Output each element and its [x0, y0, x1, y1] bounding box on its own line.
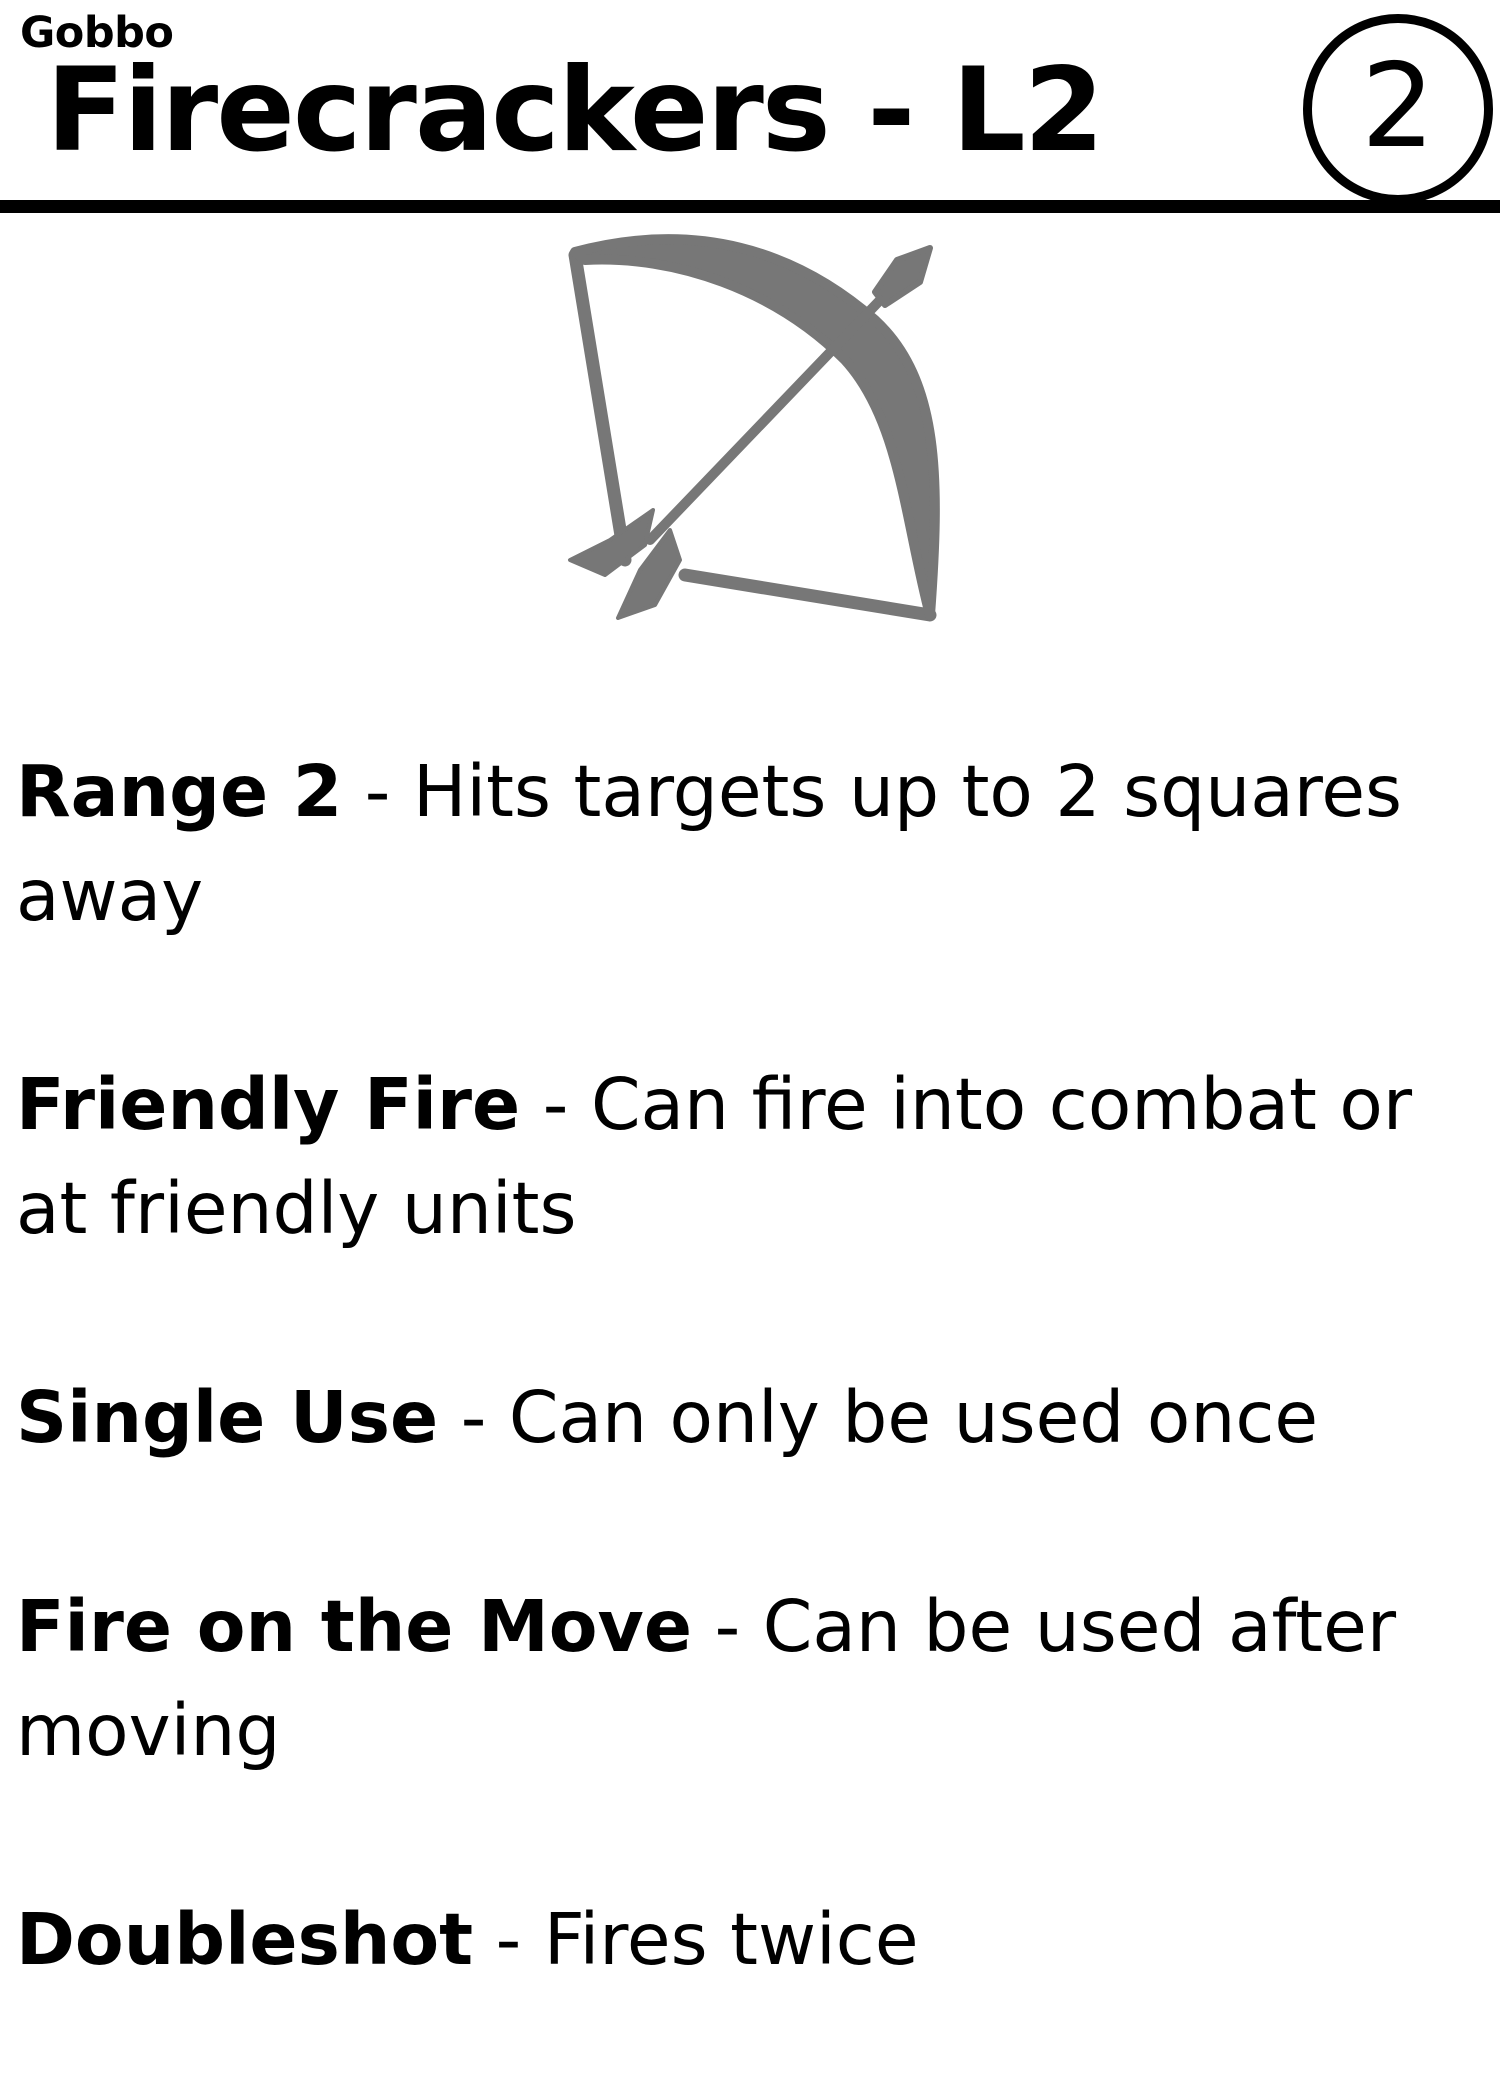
ability-doubleshot: Doubleshot - Fires twice	[16, 1888, 1481, 1992]
card-title: Firecrackers - L2	[46, 43, 1104, 178]
ability-separator: -	[692, 1585, 763, 1668]
faction-label: Gobbo	[20, 8, 174, 58]
ability-description: Hits targets up to 2 squares away	[16, 750, 1403, 937]
card-header: Gobbo Firecrackers - L2 2	[0, 0, 1500, 206]
ability-name: Doubleshot	[16, 1898, 474, 1981]
cost-value: 2	[1361, 39, 1435, 174]
ability-name: Range 2	[16, 750, 343, 833]
ability-description: Fires twice	[543, 1898, 919, 1981]
cost-badge: 2	[1303, 14, 1493, 204]
ability-fire-on-the-move: Fire on the Move - Can be used after mov…	[16, 1575, 1481, 1783]
ability-description: Can only be used once	[508, 1376, 1319, 1459]
bow-and-arrow-icon	[545, 230, 965, 650]
ability-description: Can fire into combat or at friendly unit…	[16, 1063, 1413, 1250]
ability-name: Fire on the Move	[16, 1585, 692, 1668]
ability-separator: -	[342, 750, 413, 833]
header-divider	[0, 200, 1500, 213]
ability-name: Friendly Fire	[16, 1063, 521, 1146]
ability-separator: -	[438, 1376, 509, 1459]
ability-separator: -	[520, 1063, 591, 1146]
ability-separator: -	[473, 1898, 544, 1981]
ability-range: Range 2 - Hits targets up to 2 squares a…	[16, 740, 1481, 948]
ability-description: Can be used after moving	[16, 1585, 1397, 1772]
ability-friendly-fire: Friendly Fire - Can fire into combat or …	[16, 1053, 1481, 1261]
ability-name: Single Use	[16, 1376, 439, 1459]
ability-single-use: Single Use - Can only be used once	[16, 1366, 1481, 1470]
